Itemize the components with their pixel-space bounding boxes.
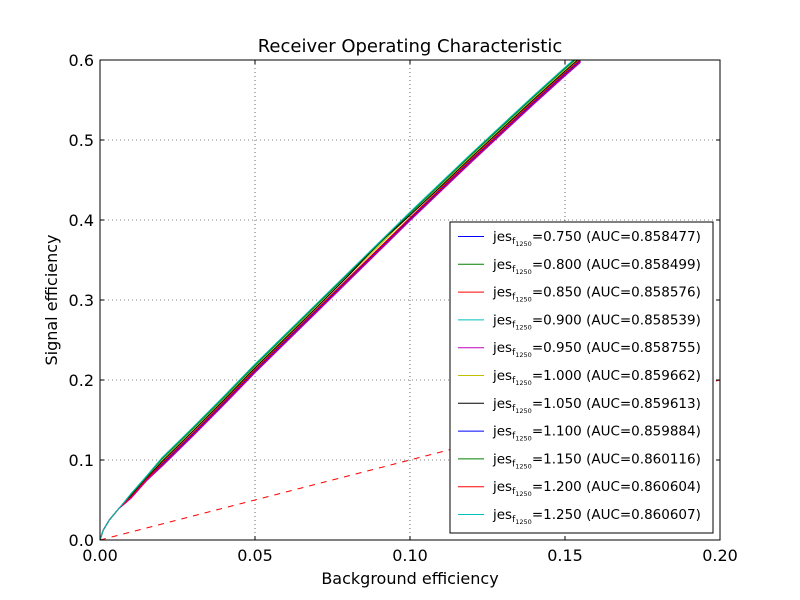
legend-label-base: jes (492, 229, 512, 245)
legend-label-base: jes (492, 396, 512, 412)
legend-label-subsubscript: 1250 (515, 490, 532, 498)
legend-label-subscript: f (512, 404, 516, 414)
tick-marks (99, 59, 721, 541)
chart-title: Receiver Operating Characteristic (258, 36, 563, 57)
tick-labels: 0.00 0.05 0.10 0.15 0.20 0.0 0.1 0.2 0.3 0.4 0.5 0.… (69, 51, 738, 565)
legend-label-subsubscript: 1250 (515, 240, 532, 248)
legend-label: jesf1250=1.250 (AUC=0.860607) (492, 507, 701, 526)
y-tick-label: 0.3 (69, 291, 94, 310)
legend-label-subscript: f (512, 515, 516, 525)
legend-label-value: =1.100 (AUC=0.859884) (532, 424, 701, 440)
legend-label-base: jes (492, 451, 512, 467)
legend-label: jesf1250=0.750 (AUC=0.858477) (492, 229, 701, 248)
legend-label: jesf1250=1.000 (AUC=0.859662) (492, 368, 701, 387)
x-tick-label: 0.05 (237, 546, 273, 565)
legend-label-subscript: f (512, 432, 516, 442)
legend-label-value: =0.850 (AUC=0.858576) (532, 285, 701, 301)
y-tick-label: 0.0 (69, 531, 94, 550)
legend-label-subsubscript: 1250 (515, 379, 532, 387)
y-tick-label: 0.1 (69, 451, 94, 470)
legend-label-subscript: f (512, 237, 516, 247)
legend-entry: jesf1250=1.100 (AUC=0.859884) (458, 424, 701, 443)
legend-label-value: =1.000 (AUC=0.859662) (532, 368, 701, 384)
legend-label-base: jes (492, 368, 512, 384)
legend-entry: jesf1250=0.900 (AUC=0.858539) (458, 312, 701, 331)
legend-label-base: jes (492, 424, 512, 440)
legend-entry: jesf1250=0.950 (AUC=0.858755) (458, 340, 701, 359)
legend-label-subscript: f (512, 265, 516, 275)
y-tick-label: 0.2 (69, 371, 94, 390)
legend-label-subscript: f (512, 320, 516, 330)
legend-label-subsubscript: 1250 (515, 407, 532, 415)
legend-entry: jesf1250=0.800 (AUC=0.858499) (458, 257, 701, 276)
legend-entry: jesf1250=1.000 (AUC=0.859662) (458, 368, 701, 387)
legend-entry: jesf1250=1.050 (AUC=0.859613) (458, 396, 701, 415)
legend-label: jesf1250=0.850 (AUC=0.858576) (492, 285, 701, 304)
legend-label-value: =0.800 (AUC=0.858499) (532, 257, 701, 273)
x-tick-label: 0.15 (547, 546, 583, 565)
legend-entry: jesf1250=1.200 (AUC=0.860604) (458, 479, 701, 498)
legend-label-subscript: f (512, 348, 516, 358)
legend-label: jesf1250=0.950 (AUC=0.858755) (492, 340, 701, 359)
legend-label-base: jes (492, 479, 512, 495)
legend-entry: jesf1250=0.850 (AUC=0.858576) (458, 285, 701, 304)
legend-label-subscript: f (512, 293, 516, 303)
series-line (100, 60, 581, 540)
legend-label-value: =1.050 (AUC=0.859613) (532, 396, 701, 412)
x-axis-label: Background efficiency (321, 569, 498, 588)
legend: jesf1250=0.750 (AUC=0.858477)jesf1250=0.… (449, 221, 714, 534)
y-axis-label: Signal efficiency (42, 234, 61, 365)
legend-label-base: jes (492, 312, 512, 328)
y-tick-label: 0.6 (69, 51, 94, 70)
legend-label-base: jes (492, 340, 512, 356)
legend-label: jesf1250=1.150 (AUC=0.860116) (492, 451, 701, 470)
legend-label: jesf1250=0.800 (AUC=0.858499) (492, 257, 701, 276)
legend-label-value: =1.250 (AUC=0.860607) (532, 507, 701, 523)
legend-entry: jesf1250=1.150 (AUC=0.860116) (458, 451, 701, 470)
legend-label-subscript: f (512, 459, 516, 469)
legend-label-subscript: f (512, 487, 516, 497)
legend-label-value: =0.750 (AUC=0.858477) (532, 229, 701, 245)
legend-label-subsubscript: 1250 (515, 268, 532, 276)
legend-label-value: =0.900 (AUC=0.858539) (532, 312, 701, 328)
legend-label-subsubscript: 1250 (515, 323, 532, 331)
x-tick-label: 0.10 (392, 546, 428, 565)
x-tick-label: 0.20 (702, 546, 738, 565)
legend-label-subsubscript: 1250 (515, 518, 532, 526)
legend-label: jesf1250=1.100 (AUC=0.859884) (492, 424, 701, 443)
y-tick-label: 0.5 (69, 131, 94, 150)
legend-entry: jesf1250=1.250 (AUC=0.860607) (458, 507, 701, 526)
legend-label-subsubscript: 1250 (515, 462, 532, 470)
legend-label-subsubscript: 1250 (515, 296, 532, 304)
roc-curves (100, 60, 581, 540)
series-line (100, 60, 574, 540)
legend-label-subsubscript: 1250 (515, 435, 532, 443)
legend-label-value: =1.150 (AUC=0.860116) (532, 451, 701, 467)
legend-label-base: jes (492, 507, 512, 523)
legend-label-value: =1.200 (AUC=0.860604) (532, 479, 701, 495)
y-tick-label: 0.4 (69, 211, 94, 230)
legend-label: jesf1250=1.050 (AUC=0.859613) (492, 396, 701, 415)
legend-label: jesf1250=1.200 (AUC=0.860604) (492, 479, 701, 498)
legend-label-base: jes (492, 285, 512, 301)
legend-entry: jesf1250=0.750 (AUC=0.858477) (458, 229, 701, 248)
legend-label-subscript: f (512, 376, 516, 386)
legend-label: jesf1250=0.900 (AUC=0.858539) (492, 312, 701, 331)
legend-box (449, 221, 714, 534)
x-tick-label: 0.00 (82, 546, 118, 565)
legend-label-value: =0.950 (AUC=0.858755) (532, 340, 701, 356)
legend-label-base: jes (492, 257, 512, 273)
legend-label-subsubscript: 1250 (515, 351, 532, 359)
